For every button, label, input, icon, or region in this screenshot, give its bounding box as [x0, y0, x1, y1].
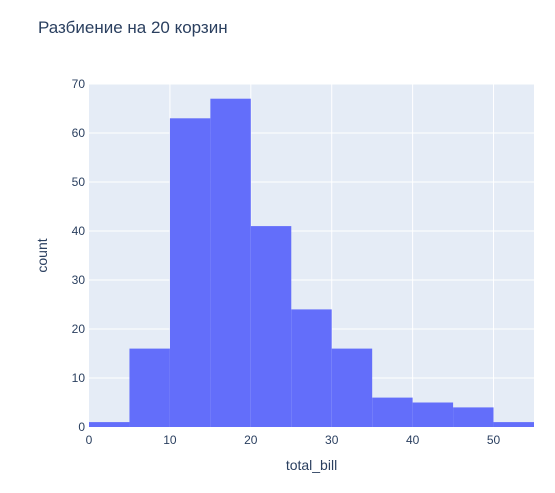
- y-tick-label: 60: [72, 126, 86, 140]
- x-tick-label: 50: [487, 433, 501, 447]
- histogram-bar: [250, 226, 292, 427]
- y-tick-label: 20: [72, 322, 86, 336]
- chart-title: Разбиение на 20 корзин: [38, 18, 228, 37]
- y-tick-label: 10: [72, 371, 86, 385]
- x-tick-label: 10: [163, 433, 177, 447]
- x-tick-label: 30: [325, 433, 339, 447]
- histogram-bar: [291, 309, 332, 427]
- histogram-bar: [453, 407, 494, 427]
- y-axis-title: count: [34, 238, 50, 272]
- y-tick-label: 40: [72, 224, 86, 238]
- y-tick-label: 0: [78, 420, 85, 434]
- x-tick-label: 0: [86, 433, 93, 447]
- bars: [89, 98, 534, 428]
- y-tick-labels: 0 10 20 30 40 50 60 70: [72, 77, 86, 434]
- y-tick-label: 50: [72, 175, 86, 189]
- histogram-bar: [331, 348, 373, 427]
- x-tick-labels: 0 10 20 30 40 50: [86, 433, 501, 447]
- histogram-bar: [412, 402, 454, 427]
- histogram-bar: [89, 422, 130, 427]
- y-tick-label: 70: [72, 77, 86, 91]
- histogram-bar: [372, 397, 413, 427]
- x-tick-label: 40: [406, 433, 420, 447]
- histogram-bar: [169, 118, 211, 428]
- y-tick-label: 30: [72, 273, 86, 287]
- x-tick-label: 20: [244, 433, 258, 447]
- histogram-bar: [210, 98, 251, 427]
- histogram-bar: [129, 348, 170, 427]
- histogram-bar: [493, 422, 534, 427]
- x-axis-title: total_bill: [286, 457, 337, 473]
